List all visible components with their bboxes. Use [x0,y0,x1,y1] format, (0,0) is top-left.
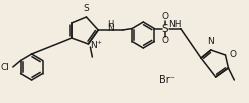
Text: Br⁻: Br⁻ [159,75,175,85]
Text: N: N [207,37,214,46]
Text: O: O [162,36,169,45]
Text: N: N [107,24,114,33]
Text: Cl: Cl [1,63,10,71]
Text: N: N [90,40,97,50]
Text: O: O [162,12,169,21]
Text: +: + [96,39,102,44]
Text: O: O [229,50,236,59]
Text: H: H [107,19,114,29]
Text: S: S [84,4,89,13]
Text: S: S [162,23,168,33]
Text: NH: NH [168,20,182,29]
